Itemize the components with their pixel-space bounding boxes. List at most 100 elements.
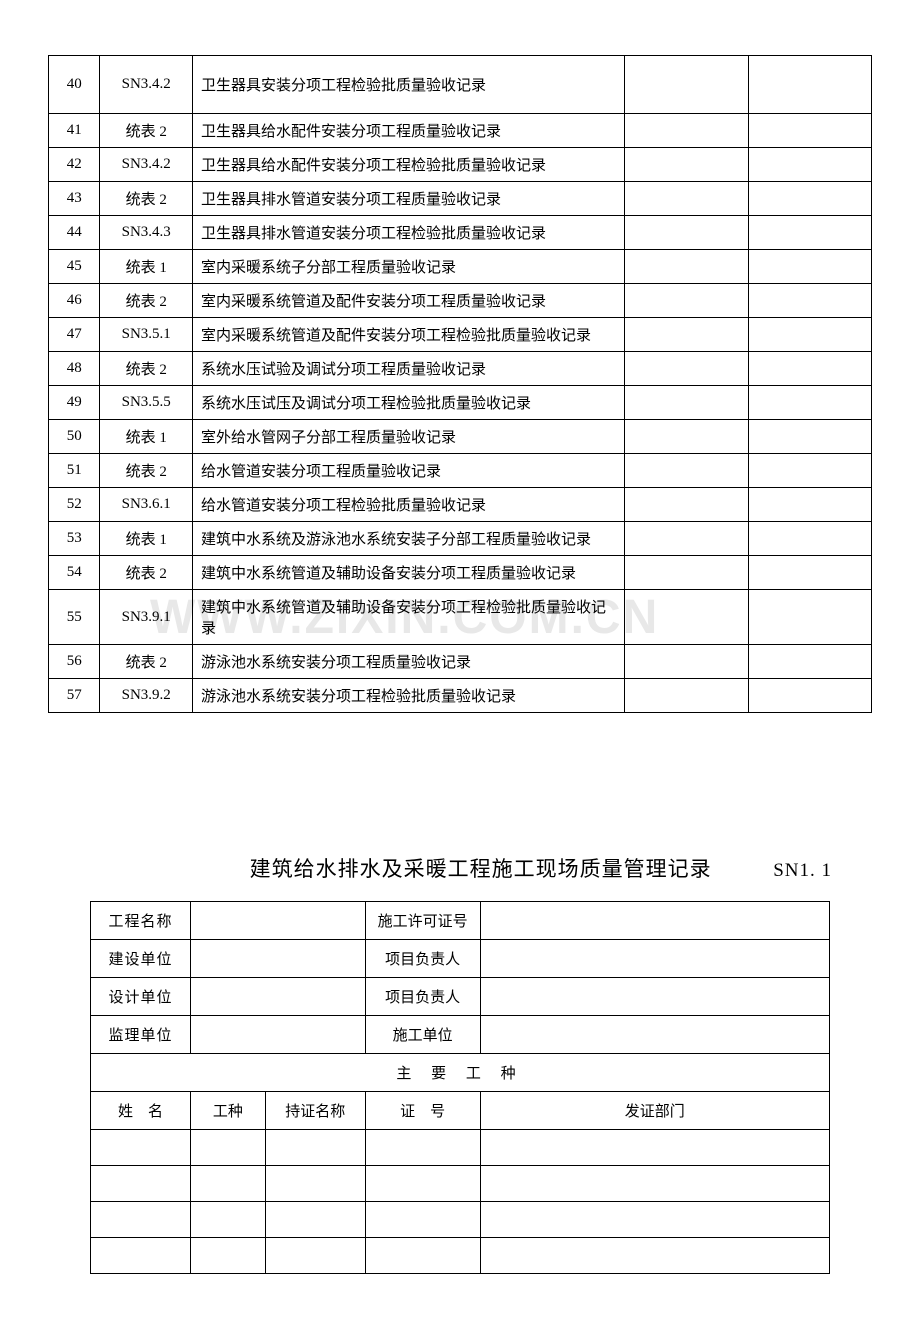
row-description: 卫生器具排水管道安装分项工程检验批质量验收记录 [193,216,625,250]
row-empty-1 [625,250,748,284]
row-code: SN3.4.2 [100,148,193,182]
row-code: SN3.4.3 [100,216,193,250]
table-row: 56统表 2游泳池水系统安装分项工程质量验收记录 [49,645,872,679]
empty-cell [480,1130,829,1166]
row-empty-1 [625,56,748,114]
info-row: 建设单位项目负责人 [91,940,830,978]
info-row: 工程名称施工许可证号 [91,902,830,940]
empty-cell [480,1238,829,1274]
table-row: 57SN3.9.2游泳池水系统安装分项工程检验批质量验收记录 [49,679,872,713]
row-code: 统表 2 [100,284,193,318]
row-code: 统表 2 [100,645,193,679]
empty-cell [190,1130,265,1166]
row-empty-2 [748,216,871,250]
info-value [190,1016,365,1054]
row-description: 系统水压试压及调试分项工程检验批质量验收记录 [193,386,625,420]
row-code: 统表 2 [100,454,193,488]
table-row: 51统表 2给水管道安装分项工程质量验收记录 [49,454,872,488]
table-row: 40SN3.4.2卫生器具安装分项工程检验批质量验收记录 [49,56,872,114]
empty-cell [91,1166,191,1202]
empty-cell [265,1166,365,1202]
row-description: 室内采暖系统子分部工程质量验收记录 [193,250,625,284]
info-row: 设计单位 项目负责人 [91,978,830,1016]
table-row: 54统表 2建筑中水系统管道及辅助设备安装分项工程质量验收记录 [49,556,872,590]
row-description: 卫生器具给水配件安装分项工程检验批质量验收记录 [193,148,625,182]
row-number: 46 [49,284,100,318]
row-description: 建筑中水系统及游泳池水系统安装子分部工程质量验收记录 [193,522,625,556]
row-number: 52 [49,488,100,522]
row-empty-1 [625,352,748,386]
row-code: SN3.6.1 [100,488,193,522]
row-empty-2 [748,590,871,645]
row-empty-2 [748,679,871,713]
row-description: 给水管道安装分项工程质量验收记录 [193,454,625,488]
row-description: 系统水压试验及调试分项工程质量验收记录 [193,352,625,386]
row-empty-2 [748,556,871,590]
table-row: 53统表 1建筑中水系统及游泳池水系统安装子分部工程质量验收记录 [49,522,872,556]
row-number: 51 [49,454,100,488]
row-code: SN3.9.1 [100,590,193,645]
row-empty-1 [625,522,748,556]
empty-cell [91,1238,191,1274]
row-description: 卫生器具给水配件安装分项工程质量验收记录 [193,114,625,148]
section-header-row: 主 要 工 种 [91,1054,830,1092]
row-empty-1 [625,679,748,713]
row-code: SN3.4.2 [100,56,193,114]
row-code: SN3.5.1 [100,318,193,352]
row-number: 41 [49,114,100,148]
row-number: 43 [49,182,100,216]
column-header: 发证部门 [480,1092,829,1130]
row-empty-1 [625,216,748,250]
row-empty-1 [625,488,748,522]
row-description: 室内采暖系统管道及配件安装分项工程检验批质量验收记录 [193,318,625,352]
row-number: 49 [49,386,100,420]
empty-cell [190,1166,265,1202]
info-label: 监理单位 [91,1016,191,1054]
empty-cell [91,1130,191,1166]
row-code: 统表 1 [100,250,193,284]
row-empty-2 [748,284,871,318]
row-empty-2 [748,488,871,522]
section-title: 建筑给水排水及采暖工程施工现场质量管理记录 [88,853,773,883]
row-code: 统表 2 [100,556,193,590]
row-number: 50 [49,420,100,454]
row-number: 57 [49,679,100,713]
empty-cell [480,1166,829,1202]
empty-cell [265,1130,365,1166]
empty-data-row [91,1130,830,1166]
row-description: 卫生器具安装分项工程检验批质量验收记录 [193,56,625,114]
info-label: 施工许可证号 [365,902,480,940]
row-description: 卫生器具排水管道安装分项工程质量验收记录 [193,182,625,216]
row-empty-2 [748,454,871,488]
row-description: 给水管道安装分项工程检验批质量验收记录 [193,488,625,522]
empty-cell [480,1202,829,1238]
row-number: 56 [49,645,100,679]
info-value [190,902,365,940]
row-empty-2 [748,182,871,216]
row-empty-2 [748,645,871,679]
info-label: 项目负责人 [365,978,480,1016]
table-row: 42SN3.4.2卫生器具给水配件安装分项工程检验批质量验收记录 [49,148,872,182]
empty-cell [190,1202,265,1238]
row-empty-1 [625,182,748,216]
row-code: 统表 1 [100,420,193,454]
empty-cell [265,1238,365,1274]
table-row: 48统表 2系统水压试验及调试分项工程质量验收记录 [49,352,872,386]
empty-cell [190,1238,265,1274]
empty-cell [365,1238,480,1274]
row-empty-2 [748,318,871,352]
info-value [480,940,829,978]
info-value [480,902,829,940]
info-label: 设计单位 [91,978,191,1016]
column-header: 证 号 [365,1092,480,1130]
row-empty-1 [625,590,748,645]
row-empty-2 [748,250,871,284]
table-row: 55SN3.9.1建筑中水系统管道及辅助设备安装分项工程检验批质量验收记录 [49,590,872,645]
empty-cell [365,1166,480,1202]
empty-cell [265,1202,365,1238]
table-row: 43统表 2卫生器具排水管道安装分项工程质量验收记录 [49,182,872,216]
row-description: 建筑中水系统管道及辅助设备安装分项工程质量验收记录 [193,556,625,590]
section-code: SN1. 1 [773,860,832,882]
row-empty-1 [625,420,748,454]
info-value [190,978,365,1016]
